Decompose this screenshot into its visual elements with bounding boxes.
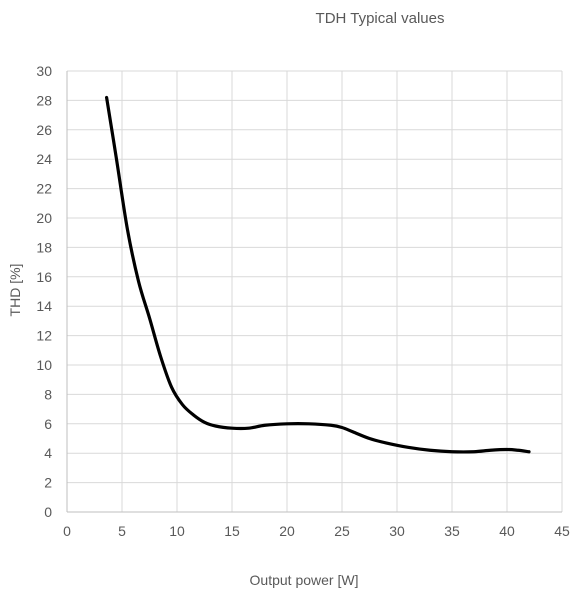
y-tick-label: 16 [36,269,52,285]
y-tick-label: 18 [36,239,52,255]
x-tick-label: 15 [224,523,240,539]
x-tick-label: 25 [334,523,350,539]
x-tick-label: 30 [389,523,405,539]
x-tick-label: 0 [63,523,71,539]
y-tick-label: 10 [36,357,52,373]
series-line [105,95,531,454]
y-tick-label: 30 [36,63,52,79]
y-tick-label: 0 [44,504,52,520]
x-tick-label: 45 [554,523,570,539]
x-tick-label: 10 [169,523,185,539]
y-tick-label: 14 [36,298,52,314]
y-tick-label: 24 [36,151,52,167]
x-tick-label: 40 [499,523,515,539]
axes [66,71,562,513]
y-tick-label: 20 [36,210,52,226]
x-tick-label: 5 [118,523,126,539]
y-tick-label: 2 [44,475,52,491]
y-tick-label: 12 [36,328,52,344]
x-axis-label: Output power [W] [250,572,359,588]
y-axis-label: THD [%] [7,264,23,317]
y-tick-label: 4 [44,445,52,461]
series-layer [105,95,531,454]
tick-labels: 0 5 10 15 20 25 30 35 40 450246810121416182022242… [36,63,570,539]
y-tick-label: 26 [36,122,52,138]
y-tick-label: 8 [44,386,52,402]
y-tick-label: 22 [36,181,52,197]
y-tick-label: 6 [44,416,52,432]
y-tick-label: 28 [36,92,52,108]
x-tick-label: 35 [444,523,460,539]
x-tick-label: 20 [279,523,295,539]
chart-title: TDH Typical values [315,10,445,27]
